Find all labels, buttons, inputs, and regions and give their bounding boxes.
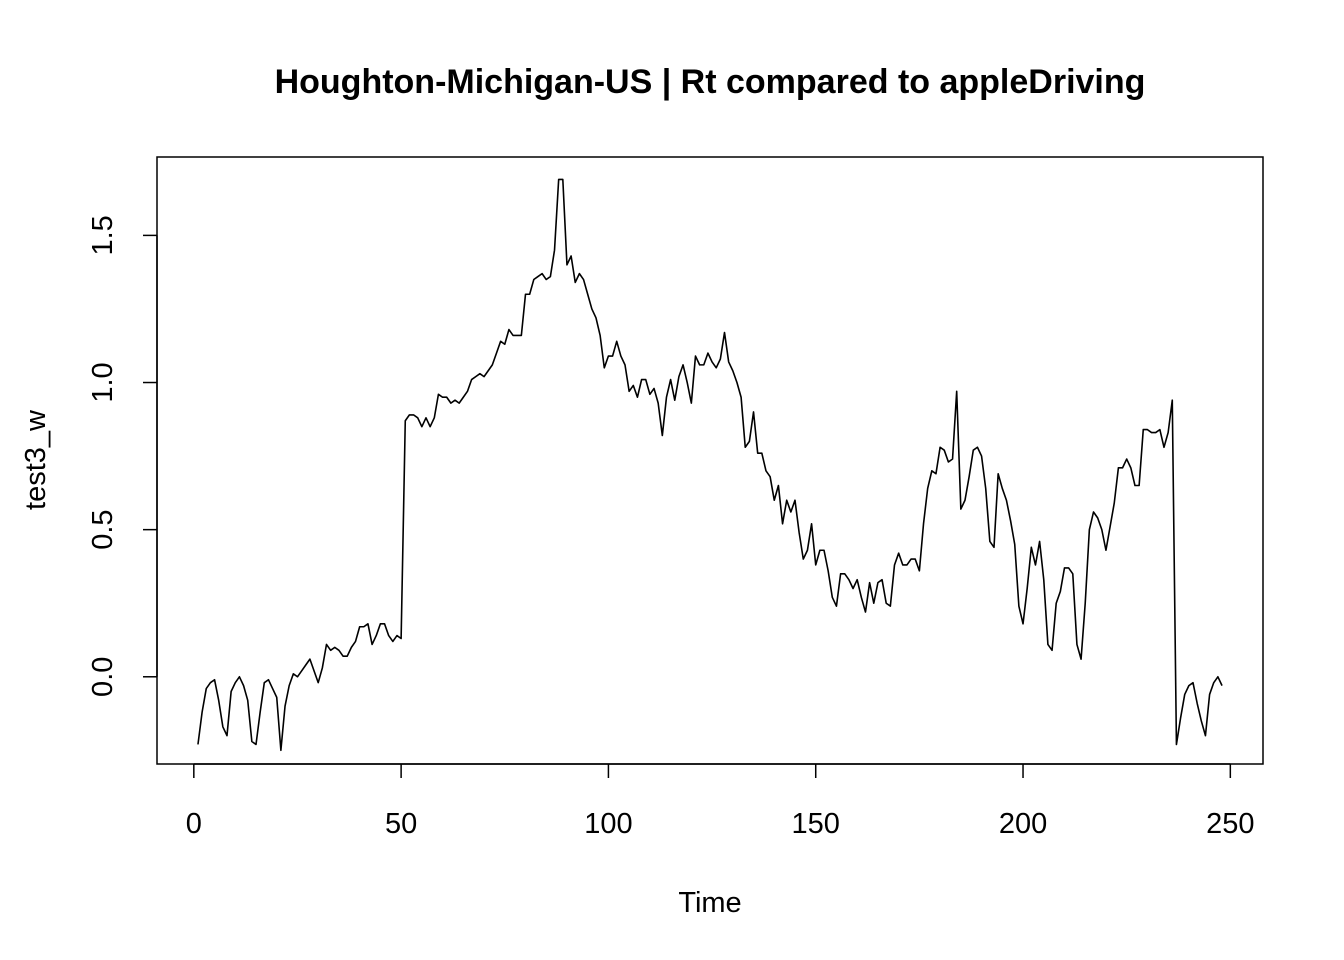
- y-tick-label: 0.5: [87, 509, 119, 549]
- x-tick-label: 200: [999, 808, 1047, 840]
- x-tick-label: 150: [792, 808, 840, 840]
- x-tick-label: 100: [584, 808, 632, 840]
- x-axis-label: Time: [678, 887, 741, 919]
- y-tick-label: 1.0: [87, 362, 119, 402]
- series-layer: [197, 178, 1223, 752]
- y-tick-label: 1.5: [87, 215, 119, 255]
- x-tick-label: 250: [1206, 808, 1254, 840]
- x-tick-label: 50: [385, 808, 417, 840]
- x-axis: 0 50 100 150 200 250: [186, 763, 1255, 840]
- plot-frame: [156, 156, 1264, 765]
- x-tick-label: 0: [186, 808, 202, 840]
- y-axis-label: test3_w: [20, 409, 52, 510]
- series-line: [197, 178, 1223, 752]
- y-axis: 0.0 0.5 1.0 1.5: [87, 215, 158, 697]
- chart-title: Houghton-Michigan-US | Rt compared to ap…: [275, 63, 1146, 101]
- y-tick-label: 0.0: [87, 657, 119, 697]
